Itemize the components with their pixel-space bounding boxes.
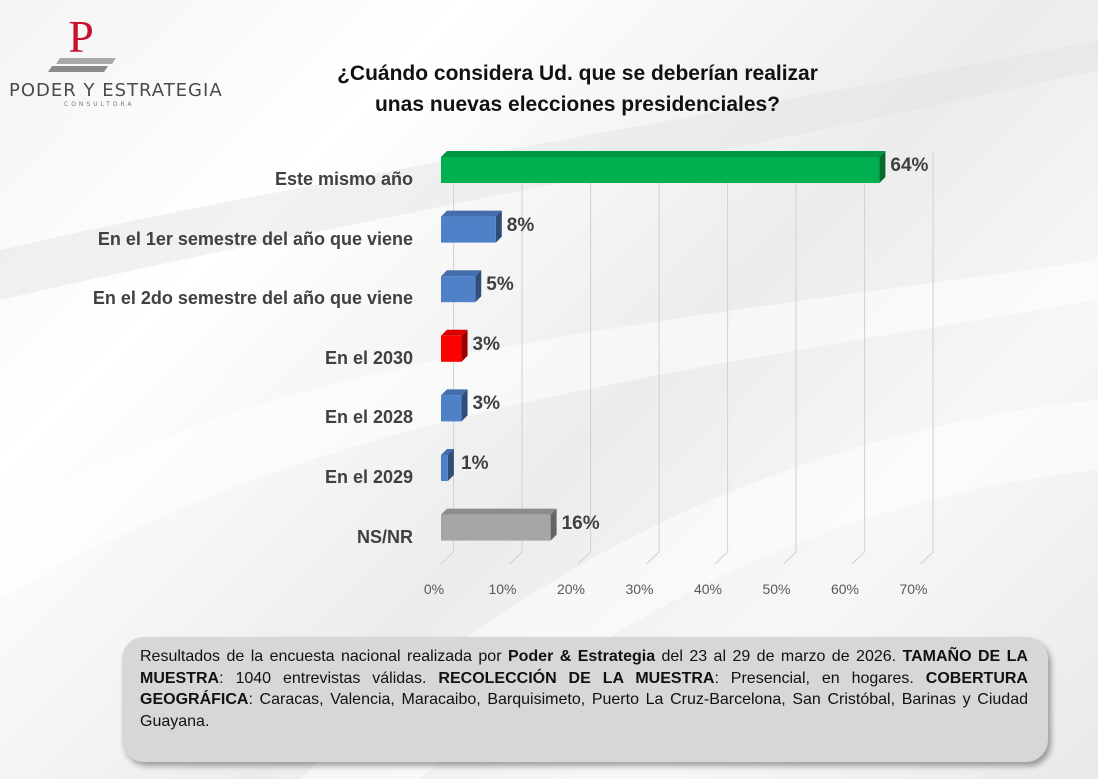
bar-top-3 xyxy=(441,329,468,336)
x-tick-label: 20% xyxy=(556,581,586,597)
gridline-floor-10 xyxy=(509,551,523,565)
bar-5 xyxy=(441,455,448,481)
value-label: 16% xyxy=(561,512,600,534)
bar-side-4 xyxy=(461,389,468,422)
x-tick-label: 70% xyxy=(899,581,928,597)
brand-subtitle: CONSULTORA xyxy=(64,101,135,108)
footnote-sample-label: TAMAÑO DE LA MUESTRA xyxy=(140,648,1028,687)
bar-top-2 xyxy=(441,270,482,277)
footnote-sample-value: : 1040 entrevistas válidas. xyxy=(219,669,427,687)
category-label: En el 2029 xyxy=(324,467,413,487)
gridline-floor-0 xyxy=(440,551,454,565)
company-logo: P xyxy=(8,11,163,114)
bar-4 xyxy=(441,395,462,422)
footnote-dates: del 23 al 29 de marzo de 2026. xyxy=(661,648,897,665)
brand-name: PODER Y ESTRATEGIA xyxy=(9,80,223,101)
footnote-intro: Resultados de la encuesta nacional reali… xyxy=(140,648,502,665)
bar-top-6 xyxy=(441,508,557,515)
x-tick-label: 60% xyxy=(830,581,860,597)
bar-top-1 xyxy=(441,210,502,217)
footnote-collection-label: RECOLECCIÓN DE LA MUESTRA xyxy=(438,669,715,687)
category-label: En el 1er semestre del año que viene xyxy=(97,228,413,249)
bar-top-0 xyxy=(441,151,886,157)
value-label: 64% xyxy=(890,155,929,176)
bar-top-5 xyxy=(441,449,454,455)
bar-top-4 xyxy=(441,389,468,396)
bar-1 xyxy=(441,216,496,243)
gridline-floor-50 xyxy=(783,551,797,565)
category-label: En el 2028 xyxy=(324,407,413,428)
x-tick-label: 10% xyxy=(488,581,517,597)
value-label: 5% xyxy=(486,274,514,296)
x-tick-label: 40% xyxy=(693,581,723,597)
bar-side-6 xyxy=(550,508,557,541)
category-label: NS/NR xyxy=(356,526,413,547)
gridline-floor-60 xyxy=(851,551,865,565)
footnote-coverage-value: : Caracas, Valencia, Maracaibo, Barquisi… xyxy=(140,691,1028,730)
value-label: 1% xyxy=(461,453,489,474)
x-tick-label: 0% xyxy=(423,581,445,597)
value-label: 8% xyxy=(506,214,535,236)
gridline-floor-30 xyxy=(646,551,660,565)
footnote-coverage-label: COBERTURA GEOGRÁFICA xyxy=(140,669,1028,709)
bar-side-0 xyxy=(879,151,886,183)
chart-title-line-1: ¿Cuándo considera Ud. que se deberían re… xyxy=(337,62,818,85)
x-tick-label: 50% xyxy=(762,581,791,597)
svg-text:P: P xyxy=(68,14,94,62)
value-label: 3% xyxy=(472,333,501,355)
logo-p-icon: P xyxy=(48,11,116,72)
footnote-org: Poder & Estrategia xyxy=(507,648,656,665)
bar-side-3 xyxy=(461,329,468,362)
category-label: En el 2030 xyxy=(324,347,413,368)
bar-6 xyxy=(441,514,551,541)
bar-0 xyxy=(441,157,880,183)
bar-3 xyxy=(441,335,462,362)
bar-side-1 xyxy=(495,210,502,243)
bar-side-5 xyxy=(447,449,454,481)
gridline-floor-40 xyxy=(714,551,728,565)
value-label: 3% xyxy=(472,393,501,415)
x-tick-label: 30% xyxy=(625,581,654,597)
gridline-floor-70 xyxy=(920,551,934,565)
gridline-floor-20 xyxy=(577,551,591,565)
chart-title-line-2: unas nuevas elecciones presidenciales? xyxy=(374,93,781,116)
category-label: Este mismo año xyxy=(274,169,413,189)
category-label: En el 2do semestre del año que viene xyxy=(92,288,413,309)
footnote-collection-value: : Presencial, en hogares. xyxy=(714,669,914,687)
survey-footnote: Resultados de la encuesta nacional reali… xyxy=(122,637,1048,762)
bar-2 xyxy=(441,276,476,303)
bar-side-2 xyxy=(475,270,482,303)
chart-title: ¿Cuándo considera Ud. que se deberían re… xyxy=(300,58,855,120)
